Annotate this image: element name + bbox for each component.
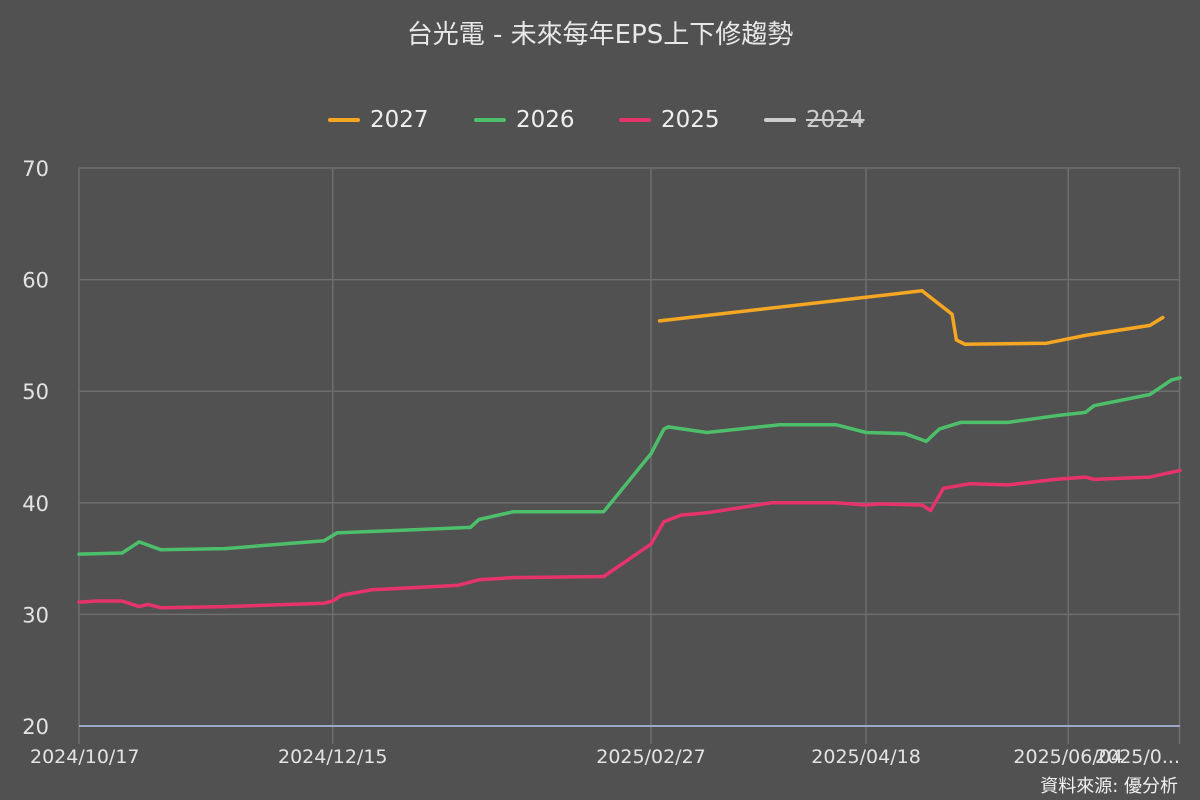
y-tick-label-70: 70 (22, 157, 49, 181)
grid-layer (78, 167, 1181, 744)
y-tick-label-40: 40 (22, 492, 49, 516)
x-tick-label-4: 2025/06/04 (1013, 746, 1123, 768)
y-tick-label-50: 50 (22, 380, 49, 404)
y-tick-label-20: 20 (22, 715, 49, 739)
legend-item-2025[interactable]: 2025 (619, 104, 720, 136)
legend-swatch-2024 (764, 118, 796, 122)
legend-swatch-2025 (619, 118, 651, 122)
legend-label-2024: 2024 (806, 107, 865, 133)
legend-item-2024[interactable]: 2024 (764, 104, 865, 136)
legend-swatch-2027 (328, 118, 360, 122)
axis-layer: 20 30 40 50 60 70 2024/10/17 2024/12/15 2025/02/… (22, 157, 1180, 768)
series-layer (77, 289, 1182, 610)
legend-label-2025: 2025 (661, 107, 720, 133)
legend-label-2026: 2026 (516, 107, 575, 133)
y-tick-label-60: 60 (22, 269, 49, 293)
legend-label-2027: 2027 (370, 107, 429, 133)
chart-title: 台光電 - 未來每年EPS上下修趨勢 (406, 20, 794, 50)
chart-legend: 2027 2026 2025 2024 (0, 104, 1200, 136)
y-tick-label-30: 30 (22, 603, 49, 627)
series-line-2025 (77, 468, 1182, 610)
series-line-2026 (77, 376, 1182, 556)
legend-item-2027[interactable]: 2027 (328, 104, 429, 136)
x-tick-label-5: 2025/0... (1095, 746, 1180, 768)
legend-item-2026[interactable]: 2026 (474, 104, 575, 136)
data-source-label: 資料來源: 優分析 (1040, 776, 1178, 797)
series-line-2027 (657, 289, 1165, 347)
x-tick-label-3: 2025/04/18 (811, 746, 921, 768)
x-tick-label-1: 2024/12/15 (278, 746, 388, 768)
x-tick-label-2: 2025/02/27 (596, 746, 706, 768)
legend-swatch-2026 (474, 118, 506, 122)
x-tick-label-0: 2024/10/17 (30, 746, 140, 768)
